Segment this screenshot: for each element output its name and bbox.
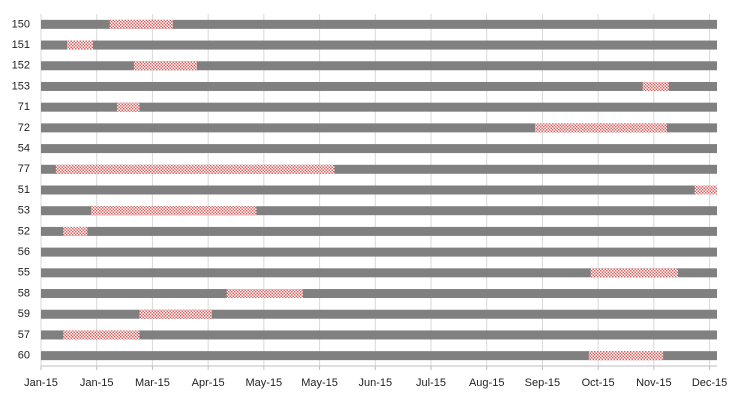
task-bar	[588, 351, 664, 361]
y-tick-label: 153	[12, 80, 30, 92]
row-bar	[41, 206, 717, 216]
y-tick-label: 52	[18, 225, 30, 237]
y-tick-label: 60	[18, 350, 30, 362]
x-tick-label: Mar-15	[135, 377, 170, 389]
x-tick-label: Jul-15	[416, 377, 446, 389]
x-tick-label: Sep-15	[525, 377, 560, 389]
y-tick-label: 58	[18, 287, 30, 299]
x-tick-label: Jun-15	[358, 377, 392, 389]
row-bar	[41, 81, 717, 91]
x-tick-label: Aug-15	[469, 377, 504, 389]
task-bar	[642, 81, 669, 91]
row-bar	[41, 19, 717, 29]
y-tick-label: 72	[18, 122, 30, 134]
row-bar	[41, 40, 717, 50]
row-bar	[41, 123, 717, 133]
task-bar	[139, 309, 212, 319]
task-bar	[535, 123, 667, 133]
y-tick-label: 56	[18, 246, 30, 258]
row-bar	[41, 351, 717, 361]
y-tick-label: 59	[18, 308, 30, 320]
row-bar	[41, 144, 717, 154]
x-tick-label: Apr-15	[192, 377, 225, 389]
row-bar	[41, 61, 717, 71]
x-tick-label: Jan-15	[24, 377, 58, 389]
x-tick-label: Jan-15	[80, 377, 114, 389]
row-bar	[41, 226, 717, 236]
row-bar	[41, 185, 717, 195]
y-tick-label: 51	[18, 184, 30, 196]
x-tick-label: Oct-15	[582, 377, 615, 389]
task-bar	[63, 226, 88, 236]
y-tick-label: 57	[18, 329, 30, 341]
y-tick-label: 71	[18, 101, 30, 113]
task-bar	[109, 19, 173, 29]
task-bar	[63, 330, 140, 340]
task-bar	[55, 164, 335, 174]
row-bar	[41, 164, 717, 174]
y-tick-label: 150	[12, 18, 30, 30]
task-bar	[91, 206, 257, 216]
row-bar	[41, 268, 717, 278]
task-bar	[590, 268, 678, 278]
x-tick-label: Nov-15	[636, 377, 671, 389]
task-bar	[226, 289, 303, 299]
y-tick-label: 55	[18, 267, 30, 279]
y-tick-label: 53	[18, 205, 30, 217]
y-tick-label: 151	[12, 39, 30, 51]
row-bar	[41, 289, 717, 299]
y-tick-label: 77	[18, 163, 30, 175]
y-tick-label: 54	[18, 142, 30, 154]
task-bar	[117, 102, 140, 112]
task-bar	[67, 40, 93, 50]
row-bar	[41, 309, 717, 319]
row-bar	[41, 247, 717, 257]
x-tick-label: May-15	[301, 377, 338, 389]
x-tick-label: Dec-15	[692, 377, 727, 389]
y-tick-label: 152	[12, 60, 30, 72]
task-bar	[133, 61, 197, 71]
row-bar	[41, 330, 717, 340]
x-tick-label: May-15	[246, 377, 283, 389]
row-bar	[41, 102, 717, 112]
task-bar	[694, 185, 717, 195]
